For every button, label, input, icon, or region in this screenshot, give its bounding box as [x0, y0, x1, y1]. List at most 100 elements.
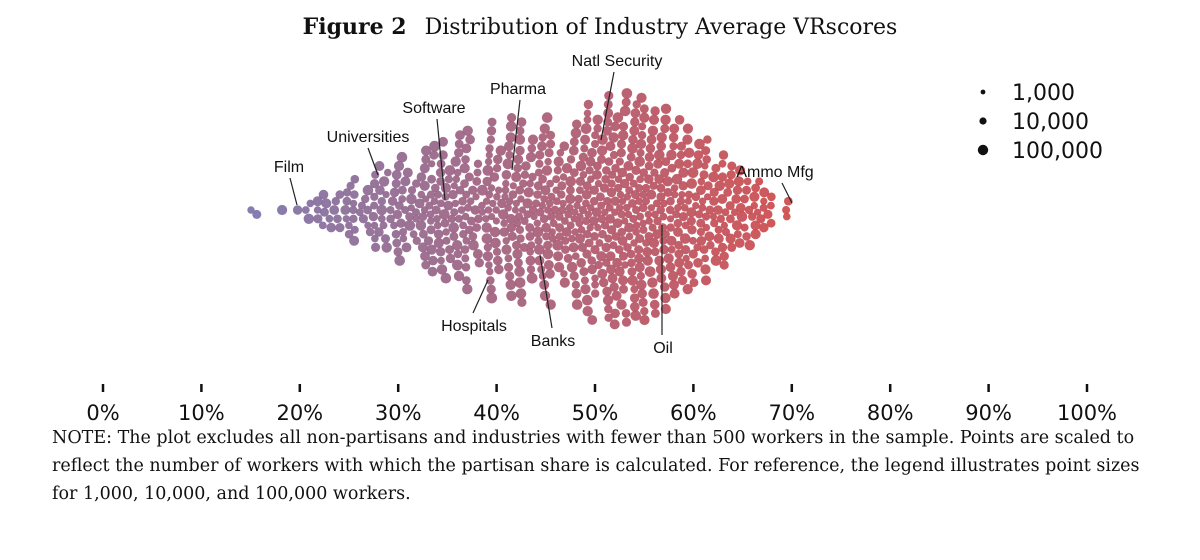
data-point: [559, 141, 570, 151]
data-point: [767, 192, 776, 202]
annotation-leader: [289, 177, 298, 206]
data-point: [717, 194, 728, 204]
data-point: [342, 188, 352, 197]
data-point: [574, 194, 583, 204]
data-point: [648, 237, 660, 249]
data-point: [726, 214, 735, 224]
data-point: [742, 185, 751, 195]
data-point: [440, 272, 452, 284]
x-tick-label: 40%: [473, 401, 520, 425]
data-point: [527, 241, 536, 250]
data-point: [676, 197, 686, 206]
annotation-label: Universities: [327, 129, 410, 146]
data-point: [669, 279, 679, 290]
data-point: [708, 171, 719, 183]
data-point: [604, 234, 613, 243]
annotation-label: Film: [274, 159, 304, 176]
data-point: [621, 317, 632, 327]
data-point: [669, 123, 680, 134]
data-point: [576, 213, 584, 221]
data-point: [525, 231, 535, 241]
x-tick-label: 90%: [965, 401, 1012, 425]
data-point: [368, 211, 379, 222]
data-point: [548, 234, 557, 243]
data-point: [701, 162, 709, 170]
data-point: [638, 203, 648, 213]
data-point: [594, 260, 603, 270]
data-point: [530, 213, 538, 221]
data-point: [717, 242, 728, 253]
annotation-leader: [600, 71, 615, 141]
data-point: [578, 205, 588, 215]
data-point: [711, 247, 720, 257]
data-point: [318, 189, 329, 200]
data-point: [763, 209, 773, 219]
data-point: [492, 217, 500, 225]
data-point: [782, 206, 791, 214]
data-point: [390, 221, 398, 230]
data-point: [661, 157, 671, 167]
data-point: [406, 193, 417, 205]
data-point: [642, 246, 653, 257]
data-point: [626, 152, 636, 162]
data-point: [630, 190, 641, 200]
data-point: [663, 253, 674, 264]
data-point: [461, 262, 471, 272]
data-point: [535, 150, 545, 160]
data-point: [458, 196, 467, 206]
data-point: [455, 130, 465, 141]
data-point: [520, 217, 529, 225]
data-point: [459, 163, 470, 174]
data-point: [644, 210, 652, 219]
data-point: [486, 292, 498, 304]
data-point: [589, 216, 599, 226]
data-point: [630, 310, 641, 321]
data-point: [486, 267, 494, 276]
annotation-label: Natl Security: [572, 53, 663, 70]
data-point: [512, 199, 521, 207]
data-point: [517, 195, 525, 203]
data-point: [370, 179, 380, 189]
data-point: [646, 189, 657, 200]
data-point: [318, 221, 327, 230]
data-point: [632, 205, 641, 215]
data-point: [553, 251, 564, 262]
data-point: [621, 261, 629, 269]
data-point: [428, 255, 438, 266]
data-point: [639, 219, 647, 227]
data-point: [485, 144, 494, 153]
data-point: [437, 256, 445, 265]
data-point: [547, 212, 556, 221]
data-point: [502, 179, 510, 188]
data-point: [544, 148, 554, 158]
data-point: [459, 230, 468, 239]
data-point: [404, 220, 416, 231]
data-point: [505, 132, 516, 143]
data-point: [759, 187, 770, 198]
x-axis: 0% 10% 20% 30% 40% 50% 60% 70% 80% 90% 100%: [86, 384, 1117, 425]
data-point: [433, 215, 441, 223]
data-point: [667, 163, 677, 173]
data-point: [505, 150, 514, 160]
data-point: [589, 196, 599, 206]
data-point: [585, 166, 594, 175]
data-point: [719, 251, 729, 261]
data-point: [515, 288, 527, 299]
data-point: [571, 280, 581, 289]
data-point: [544, 157, 552, 166]
data-point: [665, 262, 676, 273]
data-point: [474, 214, 483, 224]
data-point: [635, 197, 643, 205]
data-point: [750, 220, 761, 231]
data-point: [423, 236, 434, 246]
data-point: [696, 227, 706, 237]
data-point: [396, 151, 408, 163]
data-point: [740, 194, 749, 204]
data-point: [544, 206, 552, 214]
data-point: [644, 152, 655, 162]
data-point: [616, 148, 626, 158]
data-point: [681, 221, 690, 230]
data-point: [622, 203, 631, 212]
data-point: [665, 205, 675, 215]
data-point: [357, 201, 366, 210]
